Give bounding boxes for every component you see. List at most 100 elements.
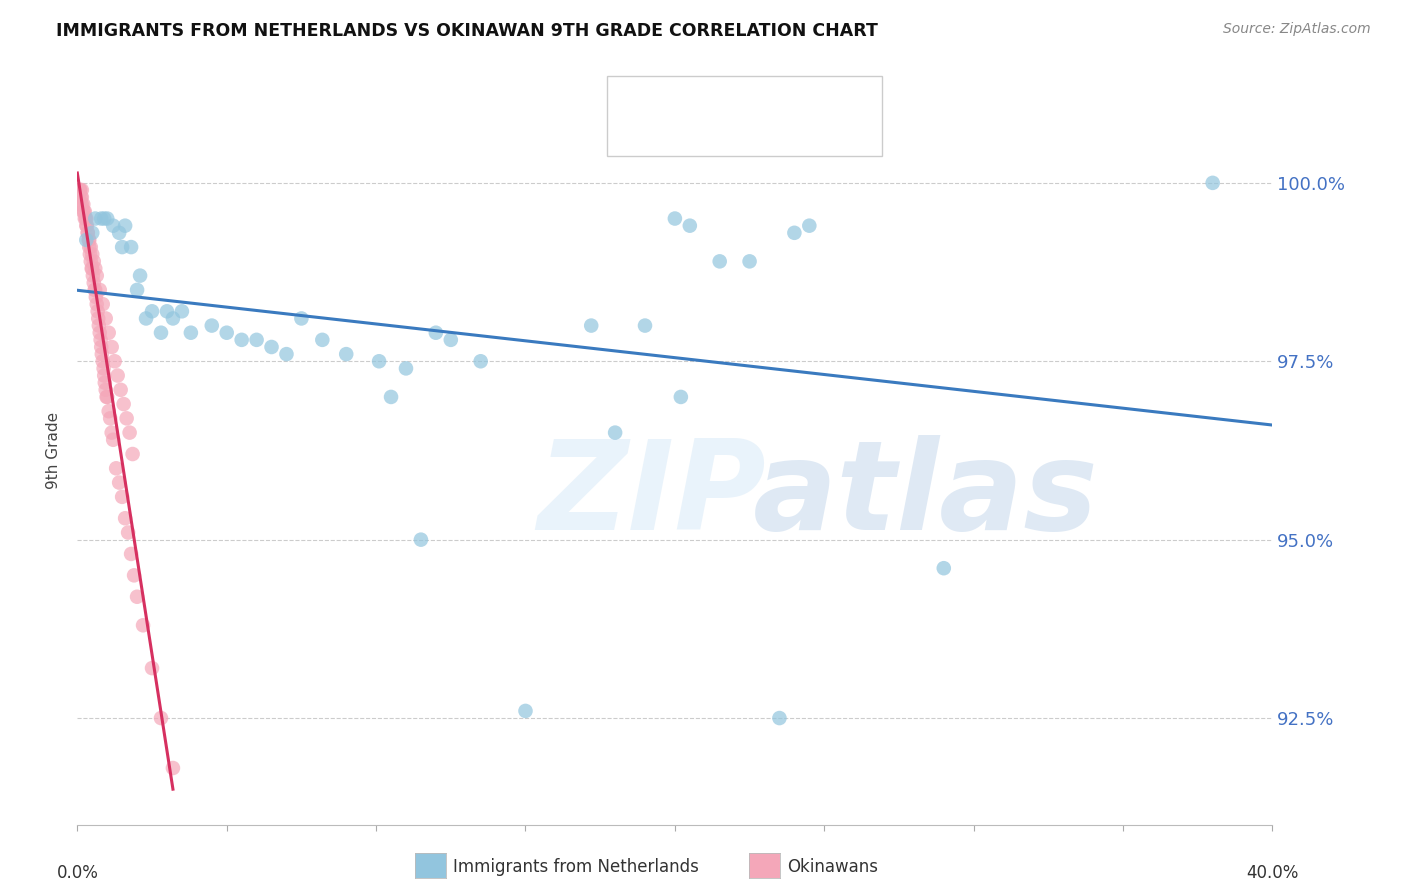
Point bbox=[93, 361, 115, 376]
Point bbox=[86, 268, 108, 283]
Point bbox=[409, 533, 432, 547]
Point bbox=[84, 290, 107, 304]
Point bbox=[118, 425, 141, 440]
Point bbox=[86, 304, 108, 318]
Point bbox=[76, 226, 98, 240]
Point bbox=[100, 425, 122, 440]
Point bbox=[127, 590, 149, 604]
Point bbox=[215, 326, 238, 340]
Point bbox=[111, 240, 134, 254]
Point bbox=[91, 354, 114, 368]
Point bbox=[634, 318, 657, 333]
Point bbox=[98, 411, 121, 425]
Text: ZIP: ZIP bbox=[537, 435, 766, 556]
Point bbox=[67, 190, 90, 204]
Point bbox=[83, 276, 105, 290]
Point bbox=[93, 211, 115, 226]
Point bbox=[110, 383, 132, 397]
Text: 40.0%: 40.0% bbox=[1246, 864, 1299, 882]
Point bbox=[104, 354, 127, 368]
Point bbox=[440, 333, 463, 347]
Point bbox=[73, 204, 96, 219]
Point bbox=[129, 268, 152, 283]
Point bbox=[180, 326, 202, 340]
Point bbox=[335, 347, 357, 361]
Text: R = 0.225: R = 0.225 bbox=[664, 88, 754, 106]
Point bbox=[108, 226, 131, 240]
Point bbox=[669, 390, 692, 404]
Point bbox=[122, 568, 145, 582]
Point bbox=[112, 397, 135, 411]
Point bbox=[368, 354, 391, 368]
Point bbox=[79, 240, 101, 254]
Point bbox=[96, 390, 118, 404]
Point bbox=[170, 304, 193, 318]
Point bbox=[97, 326, 120, 340]
Text: N = 50: N = 50 bbox=[776, 88, 839, 106]
Point bbox=[117, 525, 139, 540]
Point bbox=[84, 283, 107, 297]
Point bbox=[93, 368, 115, 383]
Point bbox=[72, 197, 94, 211]
Point bbox=[86, 297, 108, 311]
Point bbox=[94, 376, 117, 390]
Point bbox=[87, 311, 110, 326]
Point bbox=[70, 190, 93, 204]
Point bbox=[97, 404, 120, 418]
Point bbox=[83, 283, 105, 297]
Point bbox=[94, 311, 117, 326]
Point bbox=[69, 183, 91, 197]
Point bbox=[311, 333, 333, 347]
Point bbox=[70, 190, 93, 204]
Point bbox=[231, 333, 253, 347]
Point bbox=[581, 318, 603, 333]
Point bbox=[132, 618, 155, 632]
Point bbox=[69, 183, 91, 197]
Point bbox=[82, 247, 104, 261]
Text: Okinawans: Okinawans bbox=[787, 858, 879, 876]
Point bbox=[96, 390, 118, 404]
Text: R = 0.415: R = 0.415 bbox=[664, 123, 754, 141]
Point bbox=[246, 333, 269, 347]
Point bbox=[80, 261, 103, 276]
Point bbox=[75, 219, 97, 233]
Text: N = 79: N = 79 bbox=[776, 123, 839, 141]
Point bbox=[260, 340, 283, 354]
Text: atlas: atlas bbox=[752, 435, 1098, 556]
Point bbox=[783, 226, 806, 240]
Point bbox=[108, 475, 131, 490]
Point bbox=[105, 461, 128, 475]
Point bbox=[87, 318, 110, 333]
Point bbox=[932, 561, 955, 575]
Point bbox=[89, 283, 111, 297]
Point bbox=[103, 433, 124, 447]
Point bbox=[141, 661, 163, 675]
Point bbox=[121, 447, 143, 461]
Point bbox=[276, 347, 298, 361]
Point bbox=[425, 326, 447, 340]
Point bbox=[70, 183, 93, 197]
Point bbox=[1202, 176, 1225, 190]
Point bbox=[120, 240, 142, 254]
Point bbox=[75, 211, 97, 226]
Text: 0.0%: 0.0% bbox=[56, 864, 98, 882]
Point bbox=[77, 233, 100, 247]
Point bbox=[79, 247, 101, 261]
Point bbox=[80, 254, 103, 268]
Point bbox=[135, 311, 157, 326]
Point bbox=[75, 211, 97, 226]
Y-axis label: 9th Grade: 9th Grade bbox=[46, 412, 62, 489]
Point bbox=[73, 204, 96, 219]
Point bbox=[69, 197, 91, 211]
Point bbox=[738, 254, 761, 268]
Point bbox=[380, 390, 402, 404]
Point bbox=[84, 261, 107, 276]
Point bbox=[76, 219, 98, 233]
Point bbox=[127, 283, 149, 297]
Point bbox=[79, 233, 101, 247]
Point bbox=[82, 268, 104, 283]
Point bbox=[162, 761, 184, 775]
Text: Source: ZipAtlas.com: Source: ZipAtlas.com bbox=[1223, 22, 1371, 37]
Point bbox=[96, 211, 118, 226]
Point bbox=[103, 219, 124, 233]
